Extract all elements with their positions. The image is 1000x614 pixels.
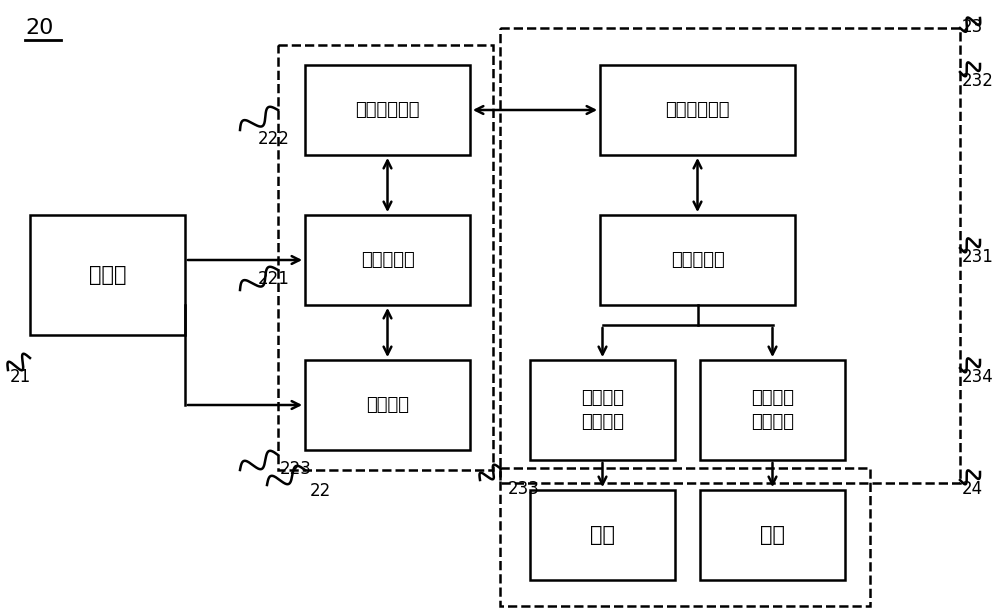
Bar <box>530 360 675 460</box>
Bar <box>30 215 185 335</box>
Text: 摄像头: 摄像头 <box>89 265 126 285</box>
Bar <box>500 468 870 606</box>
Bar <box>600 215 795 305</box>
Text: 舵机: 舵机 <box>760 525 785 545</box>
Text: 234: 234 <box>962 368 994 386</box>
Text: 第二处理器: 第二处理器 <box>671 251 724 269</box>
Bar <box>305 65 470 155</box>
Text: 电机驱动
控制电路: 电机驱动 控制电路 <box>581 389 624 431</box>
Bar <box>600 65 795 155</box>
Text: 233: 233 <box>508 480 540 498</box>
Text: 22: 22 <box>310 482 331 500</box>
Text: 存储单元: 存储单元 <box>366 396 409 414</box>
Text: 24: 24 <box>962 480 983 498</box>
Text: 231: 231 <box>962 248 994 266</box>
Text: 舵机输出
接口电路: 舵机输出 接口电路 <box>751 389 794 431</box>
Text: 221: 221 <box>258 270 290 288</box>
Text: 223: 223 <box>280 460 312 478</box>
Bar <box>500 28 960 483</box>
Bar <box>305 360 470 450</box>
Text: 222: 222 <box>258 130 290 148</box>
Bar <box>530 490 675 580</box>
Bar <box>700 490 845 580</box>
Text: 数据发送电路: 数据发送电路 <box>355 101 420 119</box>
Text: 第一处理器: 第一处理器 <box>361 251 414 269</box>
Bar <box>305 215 470 305</box>
Text: 23: 23 <box>962 18 983 36</box>
Text: 电机: 电机 <box>590 525 615 545</box>
Bar <box>700 360 845 460</box>
Text: 数据接收电路: 数据接收电路 <box>665 101 730 119</box>
Text: 232: 232 <box>962 72 994 90</box>
Text: 21: 21 <box>10 368 31 386</box>
Text: 20: 20 <box>25 18 53 38</box>
Bar <box>278 45 493 470</box>
